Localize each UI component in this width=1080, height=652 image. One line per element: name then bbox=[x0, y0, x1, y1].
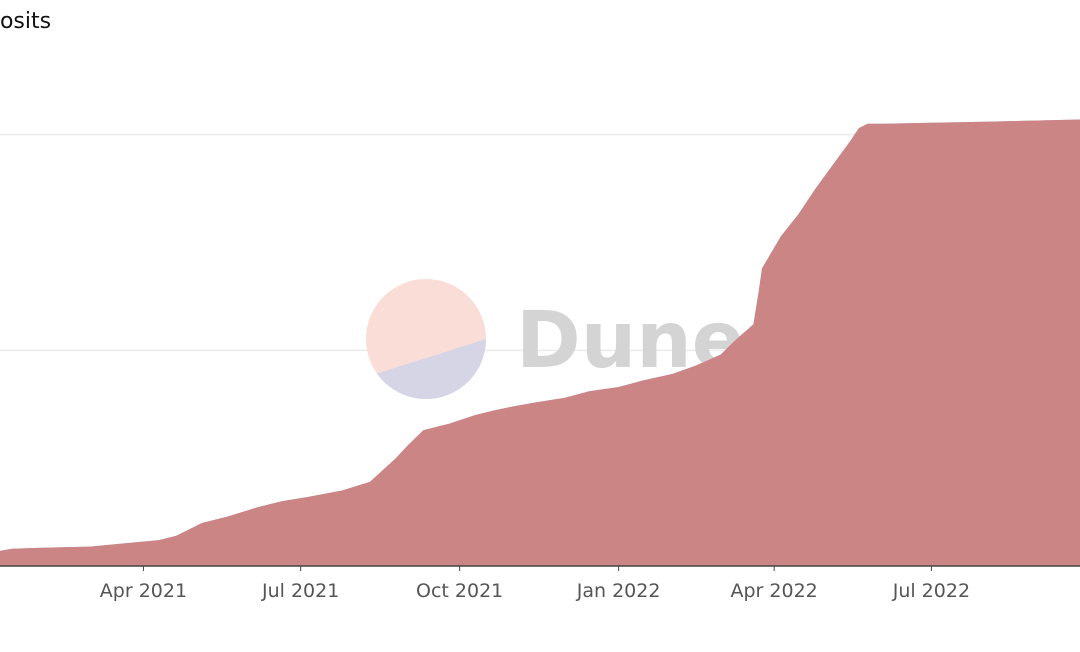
x-tick-label: Jul 2021 bbox=[261, 580, 339, 602]
x-axis: Apr 2021 Jul 2021 Oct 2021 Jan 2022 Apr 2022… bbox=[0, 565, 1080, 602]
area-series bbox=[0, 119, 1080, 566]
x-tick-label: Jan 2022 bbox=[576, 580, 661, 602]
dune-logo-lower-half bbox=[376, 339, 486, 400]
area-series-front bbox=[0, 119, 1080, 566]
x-tick-label: Oct 2021 bbox=[416, 580, 503, 602]
chart-title: posits bbox=[0, 9, 52, 34]
x-tick-label: Apr 2022 bbox=[731, 580, 818, 602]
x-tick-label: Apr 2021 bbox=[100, 580, 187, 602]
x-tick-label: Jul 2022 bbox=[892, 580, 970, 602]
dune-watermark: Dune bbox=[366, 279, 745, 400]
